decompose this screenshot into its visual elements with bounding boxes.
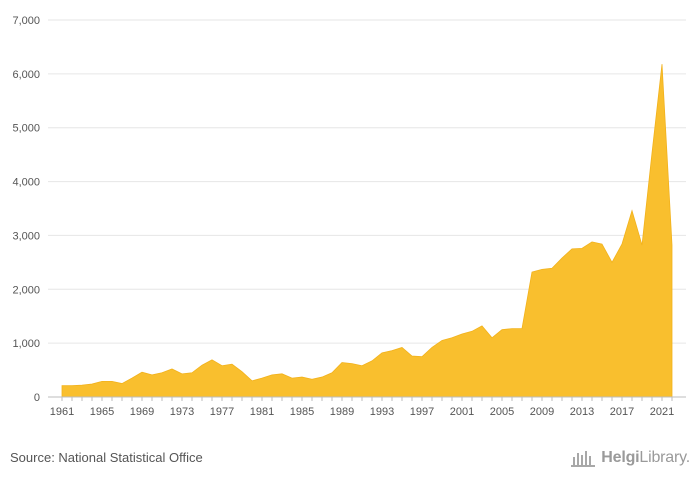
x-axis: 1961 1965 1969 1973 1977 1981 1985 1989 1993 1997…: [48, 396, 686, 418]
gridlines: [48, 19, 686, 398]
x-tick-label: 2005: [490, 406, 514, 418]
y-tick-label: 0: [34, 392, 40, 404]
area-chart: 0 1,000 2,000 3,000 4,000 5,000 6,000 7,000 196…: [12, 15, 686, 418]
x-tick-label: 2017: [610, 406, 634, 418]
y-tick-label: 6,000: [12, 69, 40, 81]
x-tick-label: 1993: [370, 406, 394, 418]
logo-text: HelgiLibrary.: [601, 449, 690, 467]
y-tick-label: 2,000: [12, 284, 40, 296]
y-tick-label: 5,000: [12, 123, 40, 135]
logo-text-bold: Helgi: [601, 449, 640, 466]
x-tick-label: 2021: [650, 406, 674, 418]
x-tick-label: 1981: [250, 406, 274, 418]
y-tick-label: 4,000: [12, 177, 40, 189]
x-tick-label: 2013: [570, 406, 594, 418]
x-tick-label: 1977: [210, 406, 234, 418]
source-note: Source: National Statistical Office: [10, 450, 203, 465]
x-tick-label: 1989: [330, 406, 354, 418]
area-series: [61, 64, 673, 398]
area-fill: [61, 64, 673, 398]
x-tick-label: 2001: [450, 406, 474, 418]
library-icon: [571, 451, 596, 467]
logo-text-regular: Library.: [639, 449, 690, 466]
y-tick-label: 7,000: [12, 15, 40, 27]
x-tick-label: 1961: [50, 406, 74, 418]
x-tick-label: 1965: [90, 406, 114, 418]
y-tick-label: 3,000: [12, 230, 40, 242]
x-tick-label: 1969: [130, 406, 154, 418]
x-tick-label: 1985: [290, 406, 314, 418]
x-tick-label: 2009: [530, 406, 554, 418]
y-axis: 0 1,000 2,000 3,000 4,000 5,000 6,000 7,000: [12, 15, 40, 404]
x-tick-label: 1997: [410, 406, 434, 418]
x-tick-label: 1973: [170, 406, 194, 418]
y-tick-label: 1,000: [12, 338, 40, 350]
helgilibrary-logo[interactable]: HelgiLibrary.: [571, 447, 690, 469]
